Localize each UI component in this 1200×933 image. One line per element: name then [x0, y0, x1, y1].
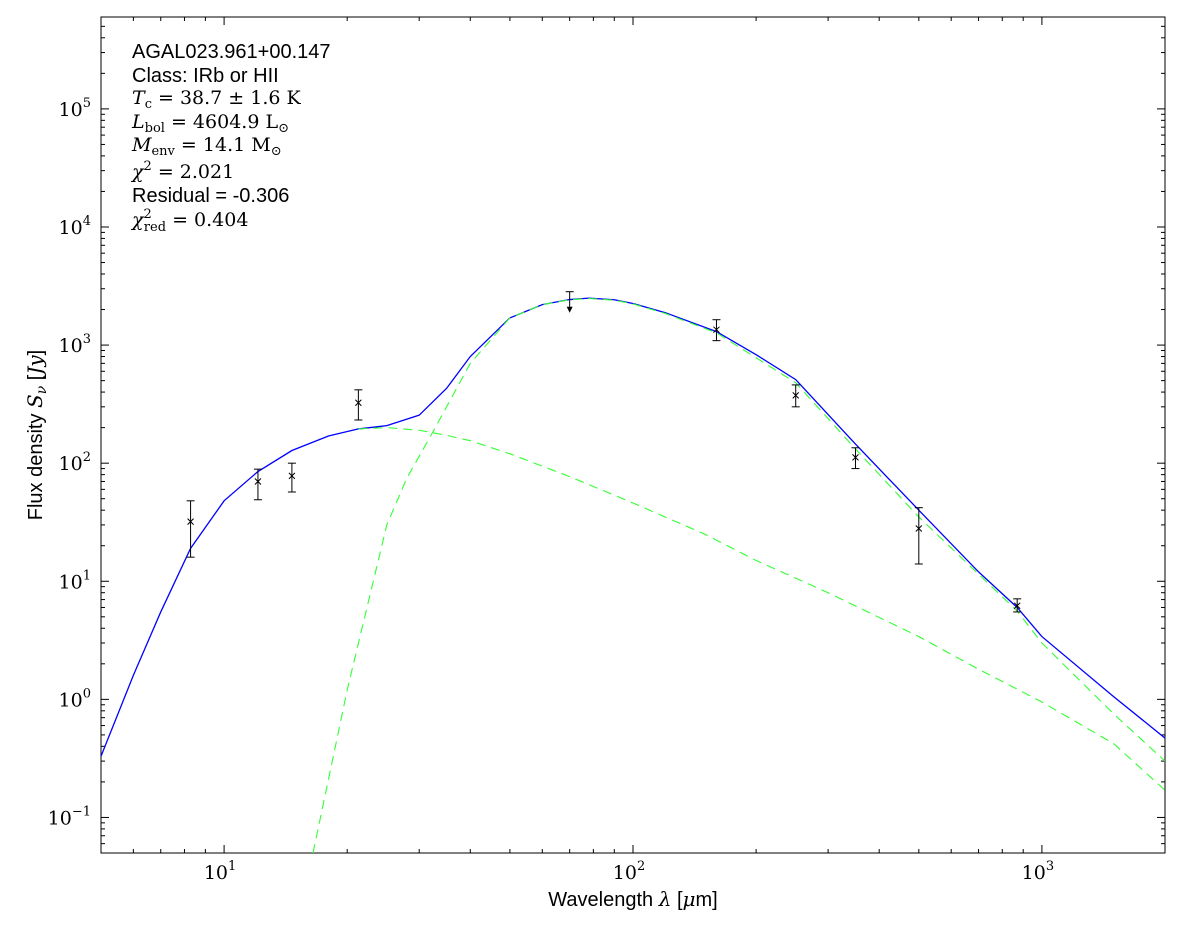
- data-point: [253, 468, 262, 501]
- data-point: [565, 291, 574, 313]
- point-marker: [792, 392, 800, 399]
- chi2-red-value: χ2 red = 0.404: [130, 207, 248, 235]
- y-tick-label: 10−1: [48, 804, 91, 829]
- chi2-value: χ2 = 2.021: [130, 159, 234, 183]
- point-marker: [915, 525, 923, 532]
- point-marker: [254, 478, 262, 485]
- data-points: [186, 291, 1022, 613]
- data-point: [186, 500, 195, 558]
- warm-component-line: [358, 427, 1165, 791]
- x-tick-label: 101: [204, 859, 236, 884]
- data-point: [1013, 598, 1022, 613]
- point-marker: [1013, 602, 1021, 610]
- y-tick-label: 104: [59, 214, 91, 239]
- upper-limit-arrow: [566, 306, 573, 313]
- class-label: Class: IRb or HII: [132, 65, 279, 87]
- fit-curves: [101, 297, 1165, 853]
- y-axis-label: Flux density Sν [Jy]: [23, 350, 50, 521]
- lbol-value: Lbol = 4604.9 L⊙: [131, 111, 289, 136]
- data-point: [791, 384, 800, 408]
- total-fit-line: [101, 297, 1165, 757]
- cold-component-line: [312, 297, 1165, 853]
- annotation-block: AGAL023.961+00.147 Class: IRb or HII Tc …: [130, 41, 331, 235]
- y-tick-label: 101: [59, 568, 91, 593]
- source-name: AGAL023.961+00.147: [132, 41, 331, 63]
- axis-ticks: [100, 16, 1166, 854]
- y-tick-label: 105: [59, 96, 91, 121]
- data-point: [712, 319, 721, 342]
- x-tick-label: 102: [613, 859, 645, 884]
- y-tick-label: 100: [59, 686, 91, 711]
- tc-value: Tc = 38.7 ± 1.6 K: [132, 87, 302, 112]
- data-point: [287, 462, 296, 493]
- menv-value: Menv = 14.1 M⊙: [131, 134, 282, 159]
- y-tick-label: 102: [59, 450, 91, 475]
- point-marker: [713, 326, 720, 334]
- residual-value: Residual = -0.306: [132, 185, 289, 207]
- point-marker: [852, 454, 859, 461]
- tick-labels: 101 102 103 10−1 100 101 102 103 104 105: [48, 96, 1055, 884]
- data-point: [914, 507, 923, 565]
- x-tick-label: 103: [1022, 859, 1054, 884]
- point-marker: [355, 399, 362, 407]
- point-marker: [187, 518, 194, 525]
- point-marker: [288, 472, 296, 480]
- data-point: [354, 389, 363, 421]
- x-axis-label: Wavelength λ [μm]: [548, 887, 717, 911]
- data-point: [851, 447, 860, 470]
- y-tick-label: 103: [59, 332, 91, 357]
